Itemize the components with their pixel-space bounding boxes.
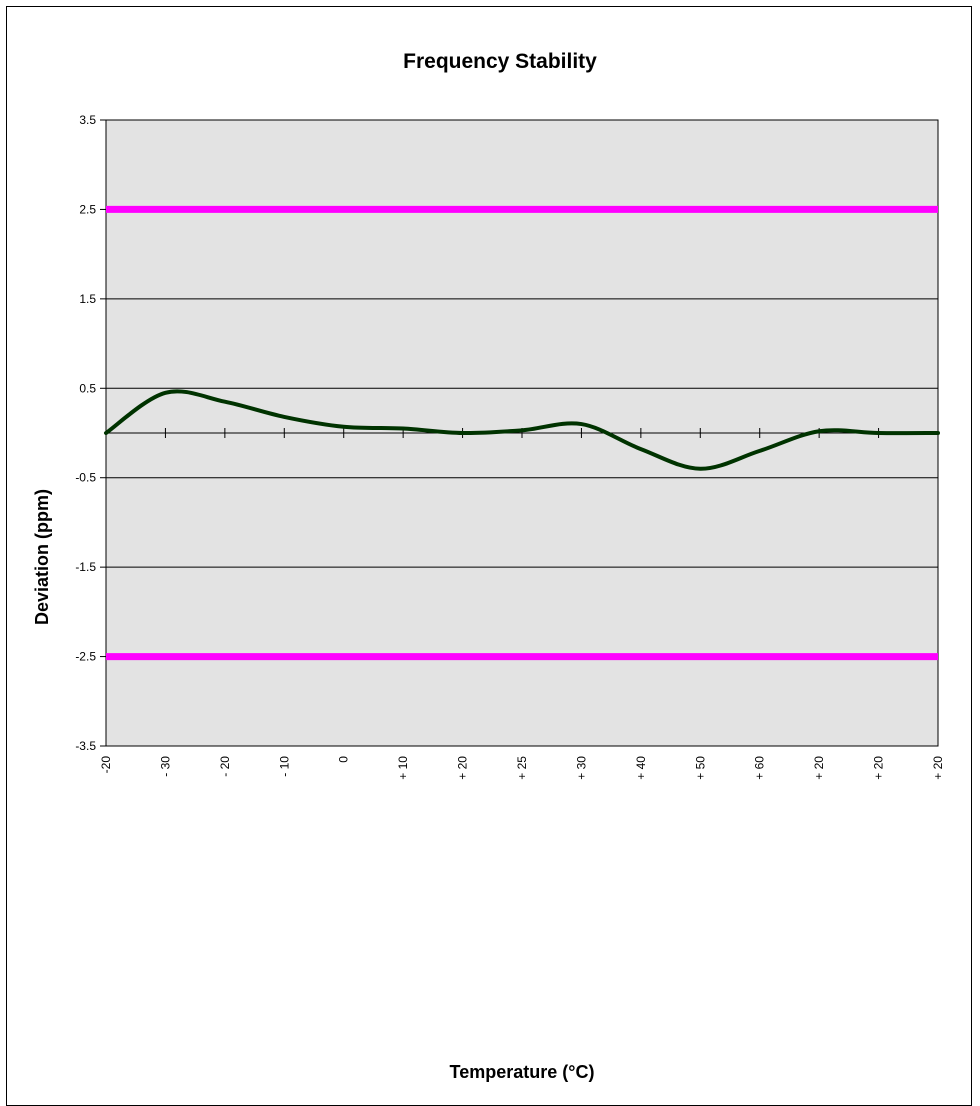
x-tick-label: + 30 <box>574 756 588 780</box>
series-line-deviation <box>104 389 940 471</box>
x-tick-label: - 30 <box>158 756 172 777</box>
x-tick-label: - 20 <box>218 756 232 777</box>
x-tick-labels: -20 - 30 - 20 - 10 0 + 10 + 20 + 25 + 30 + 40 + 50… <box>99 756 945 780</box>
x-tick-label: + 20 <box>931 756 945 780</box>
x-tick-label: + 20 <box>872 756 886 780</box>
y-tick-label: -3.5 <box>75 739 96 753</box>
x-tick-label: + 25 <box>515 756 529 780</box>
x-tick-label: - 10 <box>277 756 291 777</box>
x-tick-label: + 20 <box>812 756 826 780</box>
x-tick-label: + 20 <box>456 756 470 780</box>
y-tick-label: 0.5 <box>79 381 96 395</box>
y-tick-label: -0.5 <box>75 471 96 485</box>
x-tick-label: -20 <box>99 756 113 774</box>
x-tick-label: + 50 <box>693 756 707 780</box>
x-tick-label: + 60 <box>753 756 767 780</box>
x-axis-title: Temperature (°C) <box>450 1062 595 1082</box>
y-tick-label: 2.5 <box>79 202 96 216</box>
chart-title: Frequency Stability <box>403 50 597 73</box>
x-tick-label: + 10 <box>396 756 410 780</box>
y-tick-label: 1.5 <box>79 292 96 306</box>
x-tick-label: + 40 <box>634 756 648 780</box>
y-axis-title: Deviation (ppm) <box>32 489 52 625</box>
y-tick-label: -1.5 <box>75 560 96 574</box>
limit-lines <box>106 205 938 661</box>
series-layer <box>104 389 940 471</box>
y-tick-label: 3.5 <box>79 113 96 127</box>
x-tick-label: 0 <box>337 756 351 763</box>
y-tick-labels: 3.5 2.5 1.5 0.5 -0.5 -1.5 -2.5 -3.5 <box>75 113 96 753</box>
y-tick-label: -2.5 <box>75 650 96 664</box>
